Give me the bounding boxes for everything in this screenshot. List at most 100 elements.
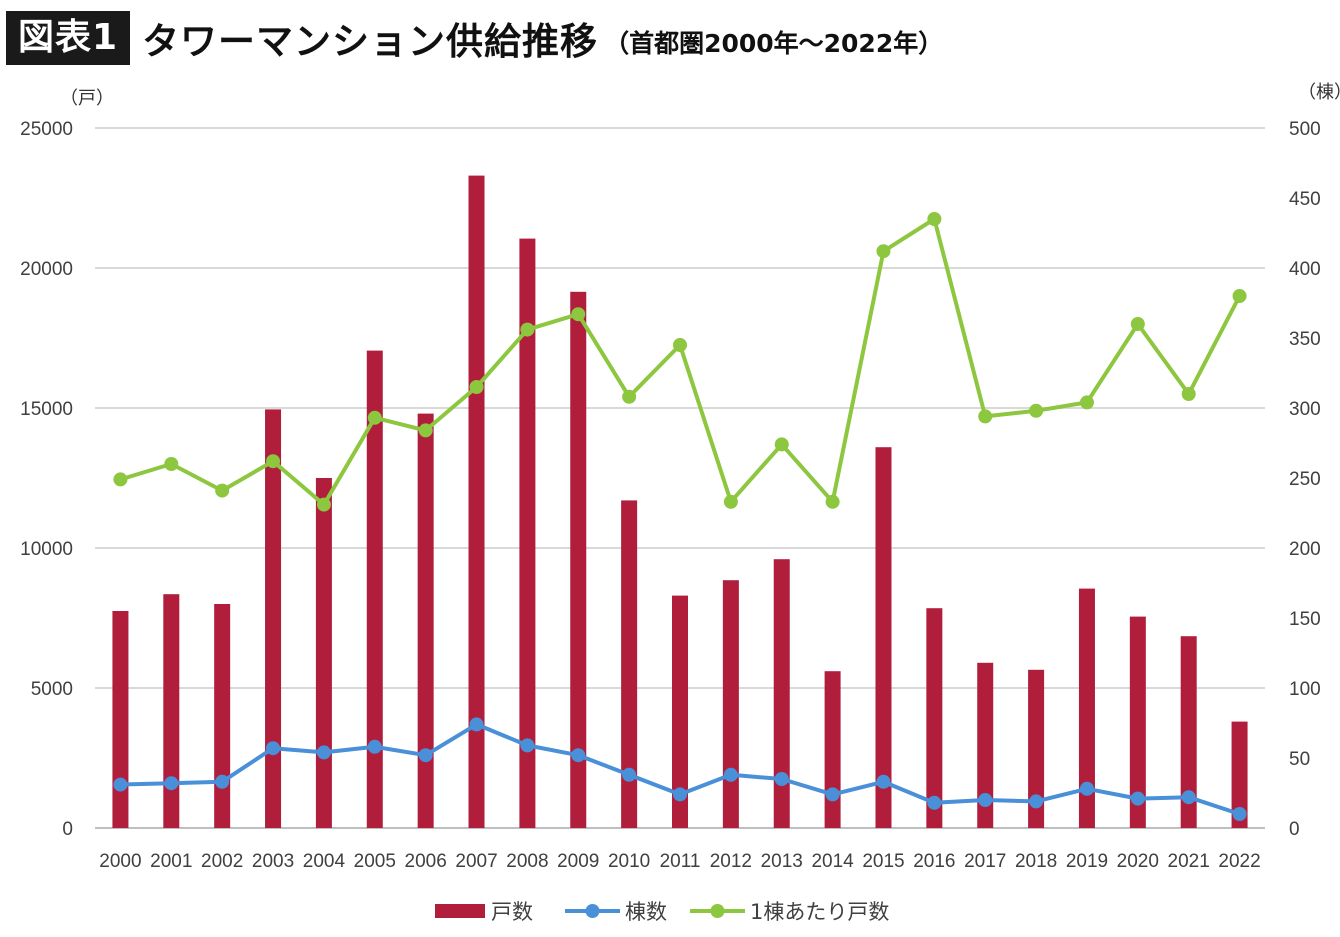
x-tick-label: 2012 xyxy=(710,851,752,872)
bar xyxy=(672,595,688,828)
x-tick-label: 2007 xyxy=(455,851,497,872)
x-tick-label: 2009 xyxy=(557,851,599,872)
data-point xyxy=(978,793,993,807)
data-point xyxy=(876,774,891,789)
x-tick-label: 2020 xyxy=(1117,851,1159,872)
x-tick-label: 2008 xyxy=(506,851,548,872)
bar xyxy=(265,409,282,828)
data-point xyxy=(825,494,840,509)
data-point xyxy=(825,787,840,802)
legend: 戸数 棟数 1棟あたり戸数 xyxy=(435,900,889,924)
series-line xyxy=(119,217,1242,507)
right-tick-label: 450 xyxy=(1289,189,1321,210)
bar xyxy=(977,662,994,828)
right-tick-label: 500 xyxy=(1289,119,1321,140)
title-block: 図表1 タワーマンション供給推移 （首都圏2000年～2022年） xyxy=(6,10,943,66)
chart-title: タワーマンション供給推移 xyxy=(142,20,599,63)
data-point xyxy=(520,738,535,753)
data-point xyxy=(1181,387,1196,401)
x-tick-label: 2001 xyxy=(150,851,192,872)
bar xyxy=(1180,636,1197,828)
data-point xyxy=(673,787,687,802)
data-point xyxy=(622,389,637,404)
right-tick-label: 400 xyxy=(1289,259,1321,280)
data-point xyxy=(266,454,281,469)
data-point xyxy=(418,423,433,438)
right-tick-label: 100 xyxy=(1289,679,1321,700)
data-point xyxy=(316,497,331,512)
x-tick-label: 2021 xyxy=(1168,851,1210,872)
data-point xyxy=(927,212,942,226)
right-tick-label: 250 xyxy=(1289,469,1321,490)
data-point xyxy=(622,767,637,782)
bar xyxy=(417,413,434,828)
right-tick-label: 150 xyxy=(1289,609,1321,630)
left-tick-label: 10000 xyxy=(20,539,73,560)
legend-marker xyxy=(710,904,725,918)
data-point xyxy=(1029,403,1044,418)
bar xyxy=(112,611,129,828)
x-tick-label: 2022 xyxy=(1218,851,1260,872)
data-point xyxy=(1181,790,1196,805)
x-tick-label: 2005 xyxy=(354,851,396,872)
x-tick-label: 2004 xyxy=(303,851,346,872)
data-point xyxy=(978,409,993,424)
bar xyxy=(926,608,943,828)
bar xyxy=(214,604,231,828)
data-point xyxy=(1130,791,1145,806)
bar xyxy=(163,594,180,828)
x-tick-label: 2014 xyxy=(811,851,854,872)
data-point xyxy=(1079,781,1094,796)
bar xyxy=(1078,588,1095,828)
data-point xyxy=(1079,395,1094,410)
data-point xyxy=(1130,317,1145,331)
x-tick-label: 2015 xyxy=(862,851,904,872)
data-point xyxy=(1232,807,1247,821)
right-axis-unit: （棟） xyxy=(1298,82,1340,103)
data-point xyxy=(164,776,179,791)
right-tick-label: 200 xyxy=(1289,539,1321,560)
left-tick-label: 25000 xyxy=(20,119,73,140)
data-point xyxy=(723,494,738,509)
bar xyxy=(468,175,485,829)
x-tick-label: 2018 xyxy=(1015,851,1057,872)
x-tick-label: 2006 xyxy=(405,851,447,872)
data-point xyxy=(1232,289,1247,303)
right-tick-label: 350 xyxy=(1289,329,1321,350)
data-point xyxy=(723,767,738,782)
data-point xyxy=(469,717,484,732)
data-point xyxy=(113,472,128,487)
data-point xyxy=(164,457,179,471)
bar xyxy=(824,671,841,828)
data-point xyxy=(774,772,789,786)
x-tick-label: 2010 xyxy=(608,851,650,872)
x-tick-label: 2002 xyxy=(201,851,243,872)
legend-label: 1棟あたり戸数 xyxy=(750,900,889,924)
data-point xyxy=(316,745,331,760)
data-point xyxy=(113,777,128,792)
x-tick-label: 2003 xyxy=(252,851,294,872)
figure-badge: 図表1 xyxy=(6,11,131,65)
bar xyxy=(1028,669,1045,828)
bar xyxy=(1231,721,1248,828)
right-tick-label: 0 xyxy=(1289,819,1300,840)
line-series xyxy=(113,212,1247,821)
data-point xyxy=(418,748,433,763)
data-point xyxy=(571,748,586,763)
data-point xyxy=(876,244,891,259)
data-point xyxy=(1029,794,1044,809)
right-tick-label: 300 xyxy=(1289,399,1321,420)
legend-swatch xyxy=(435,904,485,918)
data-point xyxy=(367,410,382,425)
x-tick-label: 2000 xyxy=(99,851,141,872)
data-point xyxy=(266,741,281,756)
data-point xyxy=(571,307,586,322)
legend-label: 棟数 xyxy=(625,900,667,924)
bar xyxy=(621,500,638,828)
right-tick-label: 50 xyxy=(1289,749,1310,770)
data-point xyxy=(673,338,687,352)
bar xyxy=(519,238,536,829)
data-point xyxy=(367,739,382,754)
bar xyxy=(773,559,790,828)
